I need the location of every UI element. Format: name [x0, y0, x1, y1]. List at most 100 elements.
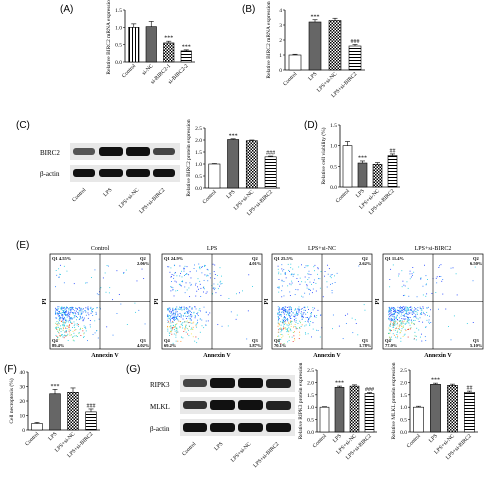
- quadrant-q3-label: Q3: [140, 338, 147, 343]
- flow-event: [57, 324, 59, 326]
- flow-event: [60, 320, 62, 322]
- flow-event: [425, 284, 427, 286]
- flow-event: [396, 327, 397, 329]
- flow-event: [203, 286, 205, 288]
- flow-event: [65, 312, 67, 314]
- quadrant-q2-label: Q2: [362, 256, 369, 261]
- flow-event: [196, 342, 198, 344]
- flow-event: [388, 327, 390, 329]
- flow-event: [284, 306, 286, 308]
- flow-event: [426, 307, 428, 309]
- flow-event: [206, 291, 208, 293]
- flow-event: [409, 306, 411, 308]
- flow-event: [134, 302, 136, 304]
- flow-event: [427, 279, 428, 280]
- flow-event: [436, 276, 438, 278]
- flow-event: [307, 273, 309, 275]
- flow-event: [416, 296, 418, 298]
- flow-event: [188, 287, 190, 289]
- flow-event: [196, 290, 198, 292]
- flow-event: [277, 308, 279, 310]
- flow-event: [291, 280, 293, 282]
- flow-event: [59, 317, 61, 319]
- flow-event: [73, 317, 75, 319]
- significance-label: ###: [365, 387, 374, 393]
- flow-event: [307, 279, 309, 281]
- flow-event: [76, 335, 77, 337]
- flow-event: [189, 321, 191, 323]
- flow-event: [190, 277, 192, 279]
- flow-event: [76, 316, 78, 318]
- quadrant-q4-value: 77.0%: [385, 343, 398, 348]
- flow-event: [73, 283, 75, 285]
- flow-event: [393, 322, 395, 323]
- flow-event: [176, 323, 178, 325]
- flow-event: [404, 306, 406, 308]
- flow-event: [280, 321, 282, 323]
- blot-lane-label: Control: [71, 187, 87, 203]
- flow-event: [59, 307, 61, 309]
- flow-event: [474, 266, 476, 268]
- flow-event: [189, 315, 191, 317]
- flow-event: [398, 313, 400, 315]
- flow-event: [55, 326, 57, 328]
- flow-event: [394, 322, 396, 324]
- flow-event: [285, 309, 287, 311]
- flow-event: [55, 313, 56, 315]
- flow-event: [217, 324, 219, 326]
- flow-event: [282, 322, 284, 324]
- flow-event: [441, 280, 443, 282]
- flow-event: [197, 288, 199, 290]
- flow-event: [416, 312, 418, 314]
- flow-y-axis-label: PI: [375, 298, 381, 305]
- flow-event: [394, 313, 396, 315]
- flow-event: [297, 309, 299, 311]
- blot-lane-label: LPS+si-BIRC2: [252, 441, 280, 469]
- significance-label: ***: [358, 155, 367, 161]
- flow-event: [392, 324, 394, 326]
- flow-event: [171, 317, 173, 319]
- flow-event: [200, 295, 202, 297]
- flow-event: [392, 308, 394, 310]
- flow-event: [66, 320, 68, 322]
- flow-event: [405, 308, 407, 310]
- flow-event: [431, 292, 433, 294]
- flow-event: [66, 326, 68, 328]
- flow-event: [63, 312, 65, 313]
- flow-event: [65, 319, 67, 321]
- flow-event: [79, 309, 81, 311]
- flow-event: [116, 270, 118, 272]
- flow-event: [186, 318, 187, 319]
- flow-event: [314, 315, 315, 317]
- flow-event: [187, 309, 189, 311]
- flow-event: [183, 267, 185, 269]
- y-axis-label: Cell necroptosis (%): [8, 378, 15, 423]
- flow-event: [174, 325, 176, 327]
- flow-event: [188, 310, 190, 312]
- flow-event: [403, 315, 405, 317]
- flow-event: [278, 287, 280, 289]
- flow-event: [181, 276, 183, 278]
- flow-event: [66, 328, 68, 330]
- flow-event: [205, 292, 207, 294]
- flow-y-axis-label: PI: [154, 298, 160, 305]
- flow-event: [180, 326, 181, 328]
- flow-event: [388, 307, 390, 309]
- flow-event: [169, 307, 171, 309]
- flow-event: [284, 321, 286, 323]
- flow-event: [71, 318, 73, 320]
- flow-event: [407, 322, 409, 324]
- blot-label-actin: β-actin: [40, 170, 60, 178]
- flow-event: [400, 315, 402, 317]
- flow-event: [407, 320, 409, 322]
- flow-event: [298, 306, 300, 308]
- flow-event: [300, 322, 301, 324]
- flow-event: [65, 335, 67, 337]
- flow-event: [397, 309, 399, 311]
- flow-event: [282, 309, 284, 311]
- flow-event: [288, 310, 290, 312]
- flow-event: [72, 307, 74, 309]
- flow-event: [389, 279, 391, 280]
- flow-event: [287, 330, 289, 332]
- flow-event: [391, 319, 393, 321]
